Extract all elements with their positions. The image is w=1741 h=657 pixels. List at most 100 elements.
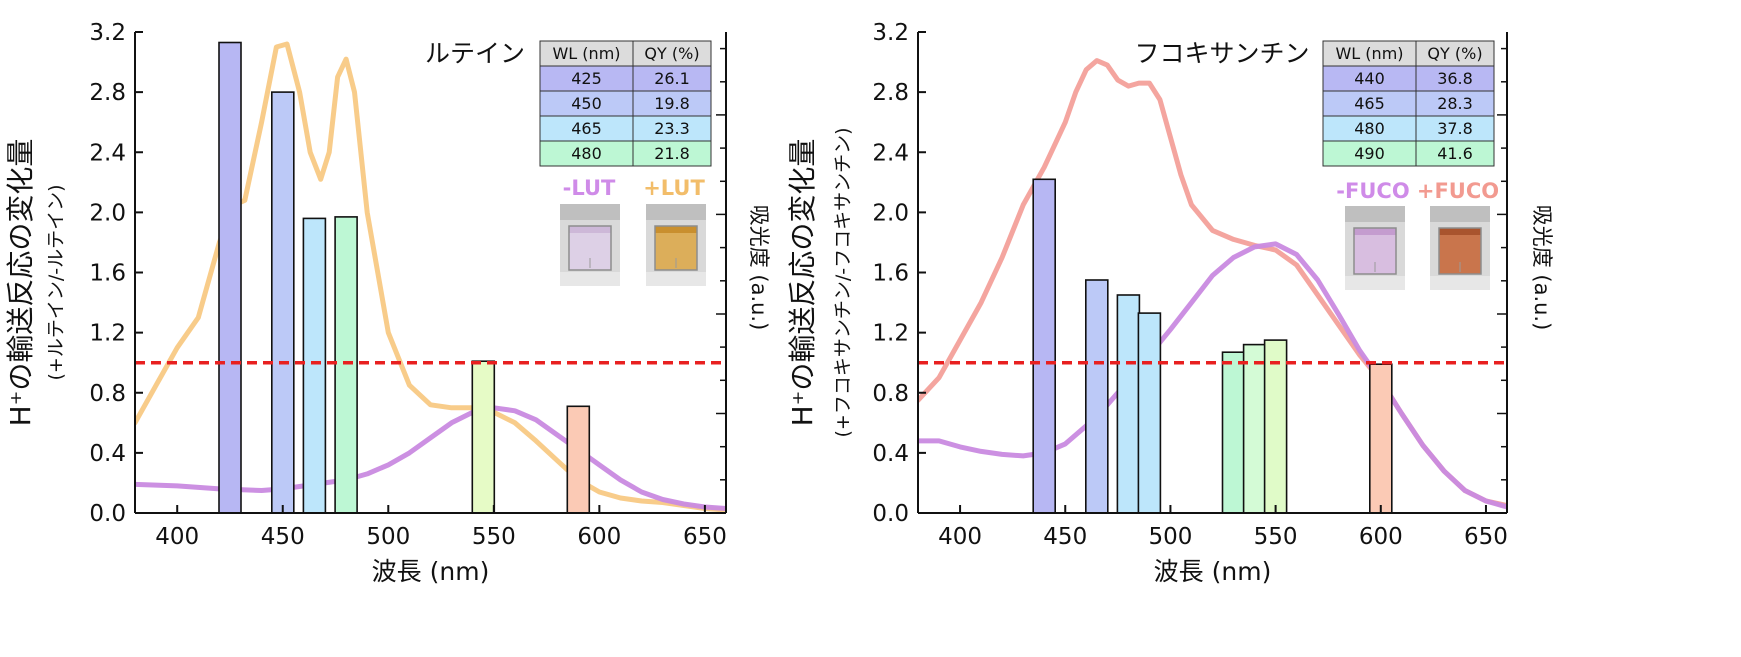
x-tick-label: 600	[577, 524, 621, 550]
x-tick-label: 500	[1148, 524, 1192, 550]
photo-label: -FUCO	[1336, 179, 1409, 203]
bar-465nm	[302, 217, 327, 514]
x-axis-title: 波長 (nm)	[1154, 557, 1272, 586]
panel-fucoxanthin: 0.0 0.4 0.8 1.2 1.6 2.0 2.4 2.8 3.2 400 450 500 550 6…	[786, 20, 1554, 586]
photo-top	[1345, 206, 1405, 222]
cuvette-wall	[654, 225, 698, 271]
x-tick-label: 450	[1043, 524, 1087, 550]
y-tick-label: 2.4	[89, 140, 126, 166]
qy-table-row	[539, 140, 712, 167]
qy-table-cell: 37.8	[1437, 119, 1473, 138]
qy-table-header-bg	[539, 40, 712, 67]
photo-bottom	[1430, 276, 1490, 290]
y-tick-label: 2.8	[872, 80, 909, 106]
qy-table-cell: 425	[571, 69, 602, 88]
qy-table-cell: 490	[1354, 144, 1385, 163]
qy-table-row	[539, 115, 712, 142]
x-tick-label: 500	[366, 524, 410, 550]
bar-450nm	[270, 91, 295, 514]
photo-bottom	[1345, 276, 1405, 290]
bar-550nm	[1263, 339, 1288, 514]
y-tick-label: 3.2	[872, 20, 909, 46]
cuvette-meniscus	[569, 226, 611, 233]
cuvette-photo	[560, 204, 620, 286]
photo-top	[560, 204, 620, 220]
photo-label: +LUT	[643, 176, 705, 200]
y-tick-label: 1.6	[872, 261, 909, 287]
qy-table: WL (nm) QY (%) 440 36.8 465 28.3 480 37.8 490 41.…	[1322, 40, 1495, 167]
qy-table-header: WL (nm)	[1335, 44, 1403, 63]
x-tick-label: 650	[683, 524, 727, 550]
bar-440nm	[1032, 178, 1056, 514]
qy-table-row	[1322, 115, 1495, 142]
x-tick-label: 450	[261, 524, 305, 550]
y-tick-label: 1.6	[89, 261, 126, 287]
qy-table-cell: 465	[571, 119, 602, 138]
x-tick-label: 550	[1254, 524, 1298, 550]
qy-table-cell: 480	[571, 144, 602, 163]
y-tick-label: 0.0	[89, 501, 126, 527]
qy-table-cell: 41.6	[1437, 144, 1473, 163]
y-tick-label: 2.0	[872, 200, 909, 226]
y-tick-label: 0.8	[89, 381, 126, 407]
bar-590nm	[566, 405, 591, 514]
photo-bottom	[646, 272, 706, 286]
qy-table-cell: 480	[1354, 119, 1385, 138]
cuvette-photo	[1430, 206, 1490, 290]
cuvette-photo	[1345, 206, 1405, 290]
bar-425nm	[218, 41, 242, 514]
x-tick-label: 550	[472, 524, 516, 550]
panel-lutein: 0.0 0.4 0.8 1.2 1.6 2.0 2.4 2.8 3.2 400 450 500 550 6…	[4, 20, 771, 586]
qy-table-cell: 465	[1354, 94, 1385, 113]
qy-table: WL (nm) QY (%) 425 26.1 450 19.8 465 23.3 480 21.…	[539, 40, 712, 167]
qy-table-row	[539, 65, 712, 92]
x-tick-label: 400	[155, 524, 199, 550]
x-tick-label: 400	[938, 524, 982, 550]
qy-table-header: WL (nm)	[552, 44, 620, 63]
qy-table-cell: 28.3	[1437, 94, 1473, 113]
x-axis-title: 波長 (nm)	[372, 557, 490, 586]
cuvette-meniscus	[1354, 228, 1396, 235]
qy-table-cell: 19.8	[654, 94, 690, 113]
y-tick-label: 0.8	[872, 381, 909, 407]
bar-600nm	[1369, 363, 1393, 514]
bar-480nm	[1116, 294, 1141, 514]
qy-table-header-bg	[1322, 40, 1495, 67]
bar-490nm	[1137, 312, 1162, 514]
y-tick-label: 0.4	[89, 441, 126, 467]
x-tick-label: 650	[1464, 524, 1508, 550]
y-axis-subtitle: (+フコキサンチン/-フコキサンチン)	[832, 127, 854, 437]
y-tick-label: 1.2	[872, 321, 909, 347]
cuvette-meniscus	[655, 226, 697, 233]
cuvette-wall	[1438, 227, 1482, 275]
qy-table-header: QY (%)	[1427, 44, 1482, 63]
absorbance-curve-fuco	[918, 241, 1507, 510]
qy-table-cell: 21.8	[654, 144, 690, 163]
qy-table-cell: 23.3	[654, 119, 690, 138]
photo-label: -LUT	[563, 176, 616, 200]
bar-540nm	[1242, 343, 1267, 514]
y-tick-label: 2.4	[872, 140, 909, 166]
cuvette-photo	[646, 204, 706, 286]
photo-bottom	[560, 272, 620, 286]
photo-top	[646, 204, 706, 220]
qy-table-cell: 36.8	[1437, 69, 1473, 88]
bar-530nm	[1221, 351, 1246, 514]
qy-table-row	[1322, 65, 1495, 92]
cuvette-wall	[1353, 227, 1397, 275]
qy-table-row	[539, 90, 712, 117]
y-axis-title: H⁺の輸送反応の変化量	[4, 139, 37, 427]
cuvette-wall	[568, 225, 612, 271]
photo-label: +FUCO	[1417, 179, 1499, 203]
cuvette-meniscus	[1439, 228, 1481, 235]
y-tick-label: 2.0	[89, 200, 126, 226]
y-tick-label: 3.2	[89, 20, 126, 46]
y-axis-title: H⁺の輸送反応の変化量	[786, 139, 819, 427]
y-tick-label: 2.8	[89, 80, 126, 106]
pigment-title: ルテイン	[425, 39, 525, 68]
photo-top	[1430, 206, 1490, 222]
right-axis-title: 吸光度 (a.u.)	[747, 205, 771, 331]
right-axis-title: 吸光度 (a.u.)	[1530, 205, 1554, 331]
bar-465nm	[1085, 279, 1109, 514]
